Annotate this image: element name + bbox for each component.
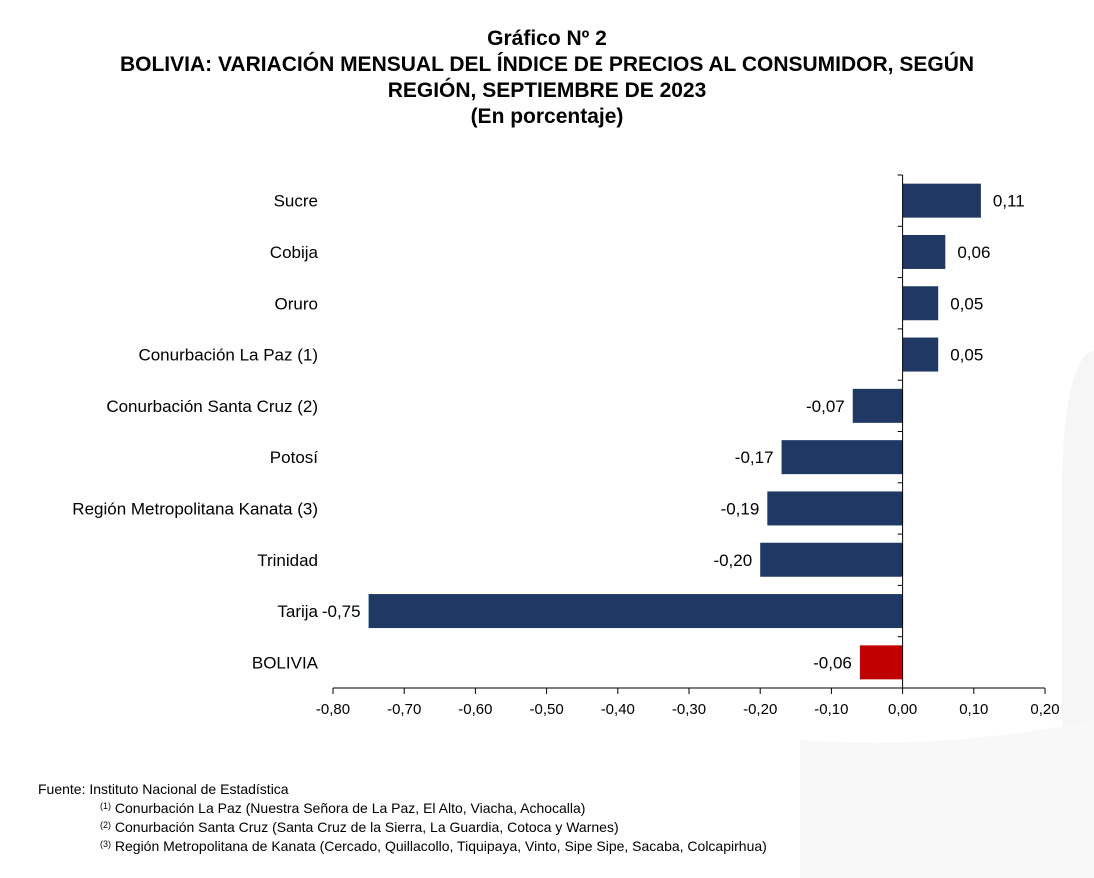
bar-9	[859, 645, 903, 680]
source-line: Fuente: Instituto Nacional de Estadístic…	[38, 781, 289, 797]
category-label-7: Trinidad	[257, 551, 318, 570]
footnote-1-text: Conurbación La Paz (Nuestra Señora de La…	[114, 800, 586, 816]
footnote-3: (3) Región Metropolitana de Kanata (Cerc…	[38, 837, 767, 856]
category-label-2: Oruro	[275, 294, 318, 313]
bar-3	[902, 337, 939, 372]
chart-number: Gráfico Nº 2	[487, 27, 607, 50]
footnote-2-text: Conurbación Santa Cruz (Santa Cruz de la…	[114, 819, 619, 835]
footnote-1: (1) Conurbación La Paz (Nuestra Señora d…	[38, 799, 767, 818]
data-label-5: -0,17	[735, 448, 774, 467]
footnote-1-mark: (1)	[100, 801, 111, 811]
bar-chart: Sucre 0,11 Cobija 0,06 Oruro 0,05 Conurbación …	[72, 174, 1060, 718]
footnote-3-text: Región Metropolitana de Kanata (Cercado,…	[114, 838, 767, 854]
bar-1	[902, 234, 946, 269]
data-label-1: 0,06	[957, 243, 990, 262]
chart-title-block: Gráfico Nº 2 BOLIVIA: VARIACIÓN MENSUAL …	[0, 26, 1094, 130]
x-tick-label-9: 0,10	[959, 701, 988, 718]
bar-2	[902, 286, 939, 321]
bar-5	[781, 440, 903, 475]
category-label-9: BOLIVIA	[252, 653, 319, 672]
category-label-8: Tarija	[277, 602, 318, 621]
x-tick-label-3: -0,50	[529, 701, 563, 718]
x-tick-label-10: 0,20	[1030, 701, 1059, 718]
bar-6	[767, 491, 903, 526]
bar-8	[368, 594, 903, 629]
data-label-4: -0,07	[806, 397, 845, 416]
data-label-9: -0,06	[813, 653, 852, 672]
x-tick-label-5: -0,30	[672, 701, 706, 718]
category-label-4: Conurbación Santa Cruz (2)	[106, 397, 318, 416]
source-notes: Fuente: Instituto Nacional de Estadístic…	[38, 780, 767, 856]
x-tick-label-6: -0,20	[743, 701, 777, 718]
bar-7	[760, 542, 903, 577]
data-label-6: -0,19	[721, 499, 760, 518]
chart-title-line-1: BOLIVIA: VARIACIÓN MENSUAL DEL ÍNDICE DE…	[119, 53, 975, 76]
footnote-2: (2) Conurbación Santa Cruz (Santa Cruz d…	[38, 818, 767, 837]
chart-title-line-2: REGIÓN, SEPTIEMBRE DE 2023	[387, 79, 707, 102]
category-label-6: Región Metropolitana Kanata (3)	[72, 499, 318, 518]
category-label-0: Sucre	[274, 192, 318, 211]
category-label-1: Cobija	[270, 243, 319, 262]
data-label-2: 0,05	[950, 294, 983, 313]
data-label-0: 0,11	[993, 192, 1025, 211]
category-label-3: Conurbación La Paz (1)	[138, 346, 318, 365]
data-label-7: -0,20	[713, 551, 752, 570]
data-label-8: -0,75	[322, 602, 361, 621]
bar-0	[902, 183, 981, 218]
x-tick-label-2: -0,60	[458, 701, 492, 718]
chart-unit: (En porcentaje)	[470, 105, 624, 128]
category-label-5: Potosí	[270, 448, 318, 467]
x-tick-label-4: -0,40	[601, 701, 635, 718]
x-tick-label-7: -0,10	[814, 701, 848, 718]
data-label-3: 0,05	[950, 346, 983, 365]
footnote-2-mark: (2)	[100, 820, 111, 830]
x-tick-label-0: -0,80	[316, 701, 350, 718]
footnote-3-mark: (3)	[100, 839, 111, 849]
bar-4	[852, 388, 903, 423]
x-tick-label-8: 0,00	[888, 701, 917, 718]
x-tick-label-1: -0,70	[387, 701, 421, 718]
